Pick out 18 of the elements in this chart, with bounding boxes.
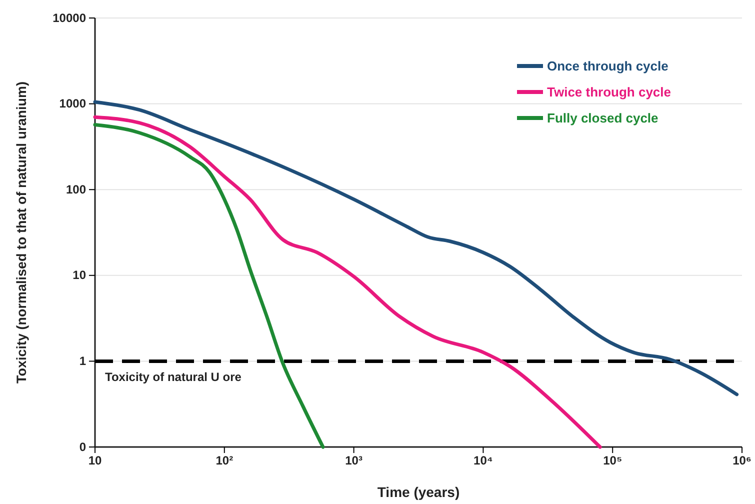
ref-line-label: Toxicity of natural U ore (105, 370, 242, 384)
y-tick-label: 10 (72, 268, 86, 282)
x-tick-label: 10 (88, 454, 102, 468)
legend-label: Twice through cycle (547, 84, 672, 100)
y-tick-label: 0 (79, 440, 86, 454)
x-tick-label: 10² (216, 454, 234, 468)
y-tick-label: 100 (66, 182, 86, 196)
x-axis-title: Time (years) (377, 484, 460, 500)
x-tick-label: 10³ (345, 454, 362, 468)
y-axis-title: Toxicity (normalised to that of natural uranium) (14, 81, 29, 384)
x-tick-label: 10⁵ (603, 454, 622, 468)
legend-label: Once through cycle (547, 58, 668, 74)
x-tick-label: 10⁶ (732, 454, 752, 468)
x-tick-label: 10⁴ (474, 454, 493, 468)
y-tick-label: 1 (79, 354, 86, 368)
y-tick-label: 10000 (52, 10, 86, 25)
legend-label: Fully closed cycle (547, 110, 658, 126)
y-tick-label: 1000 (59, 96, 86, 111)
